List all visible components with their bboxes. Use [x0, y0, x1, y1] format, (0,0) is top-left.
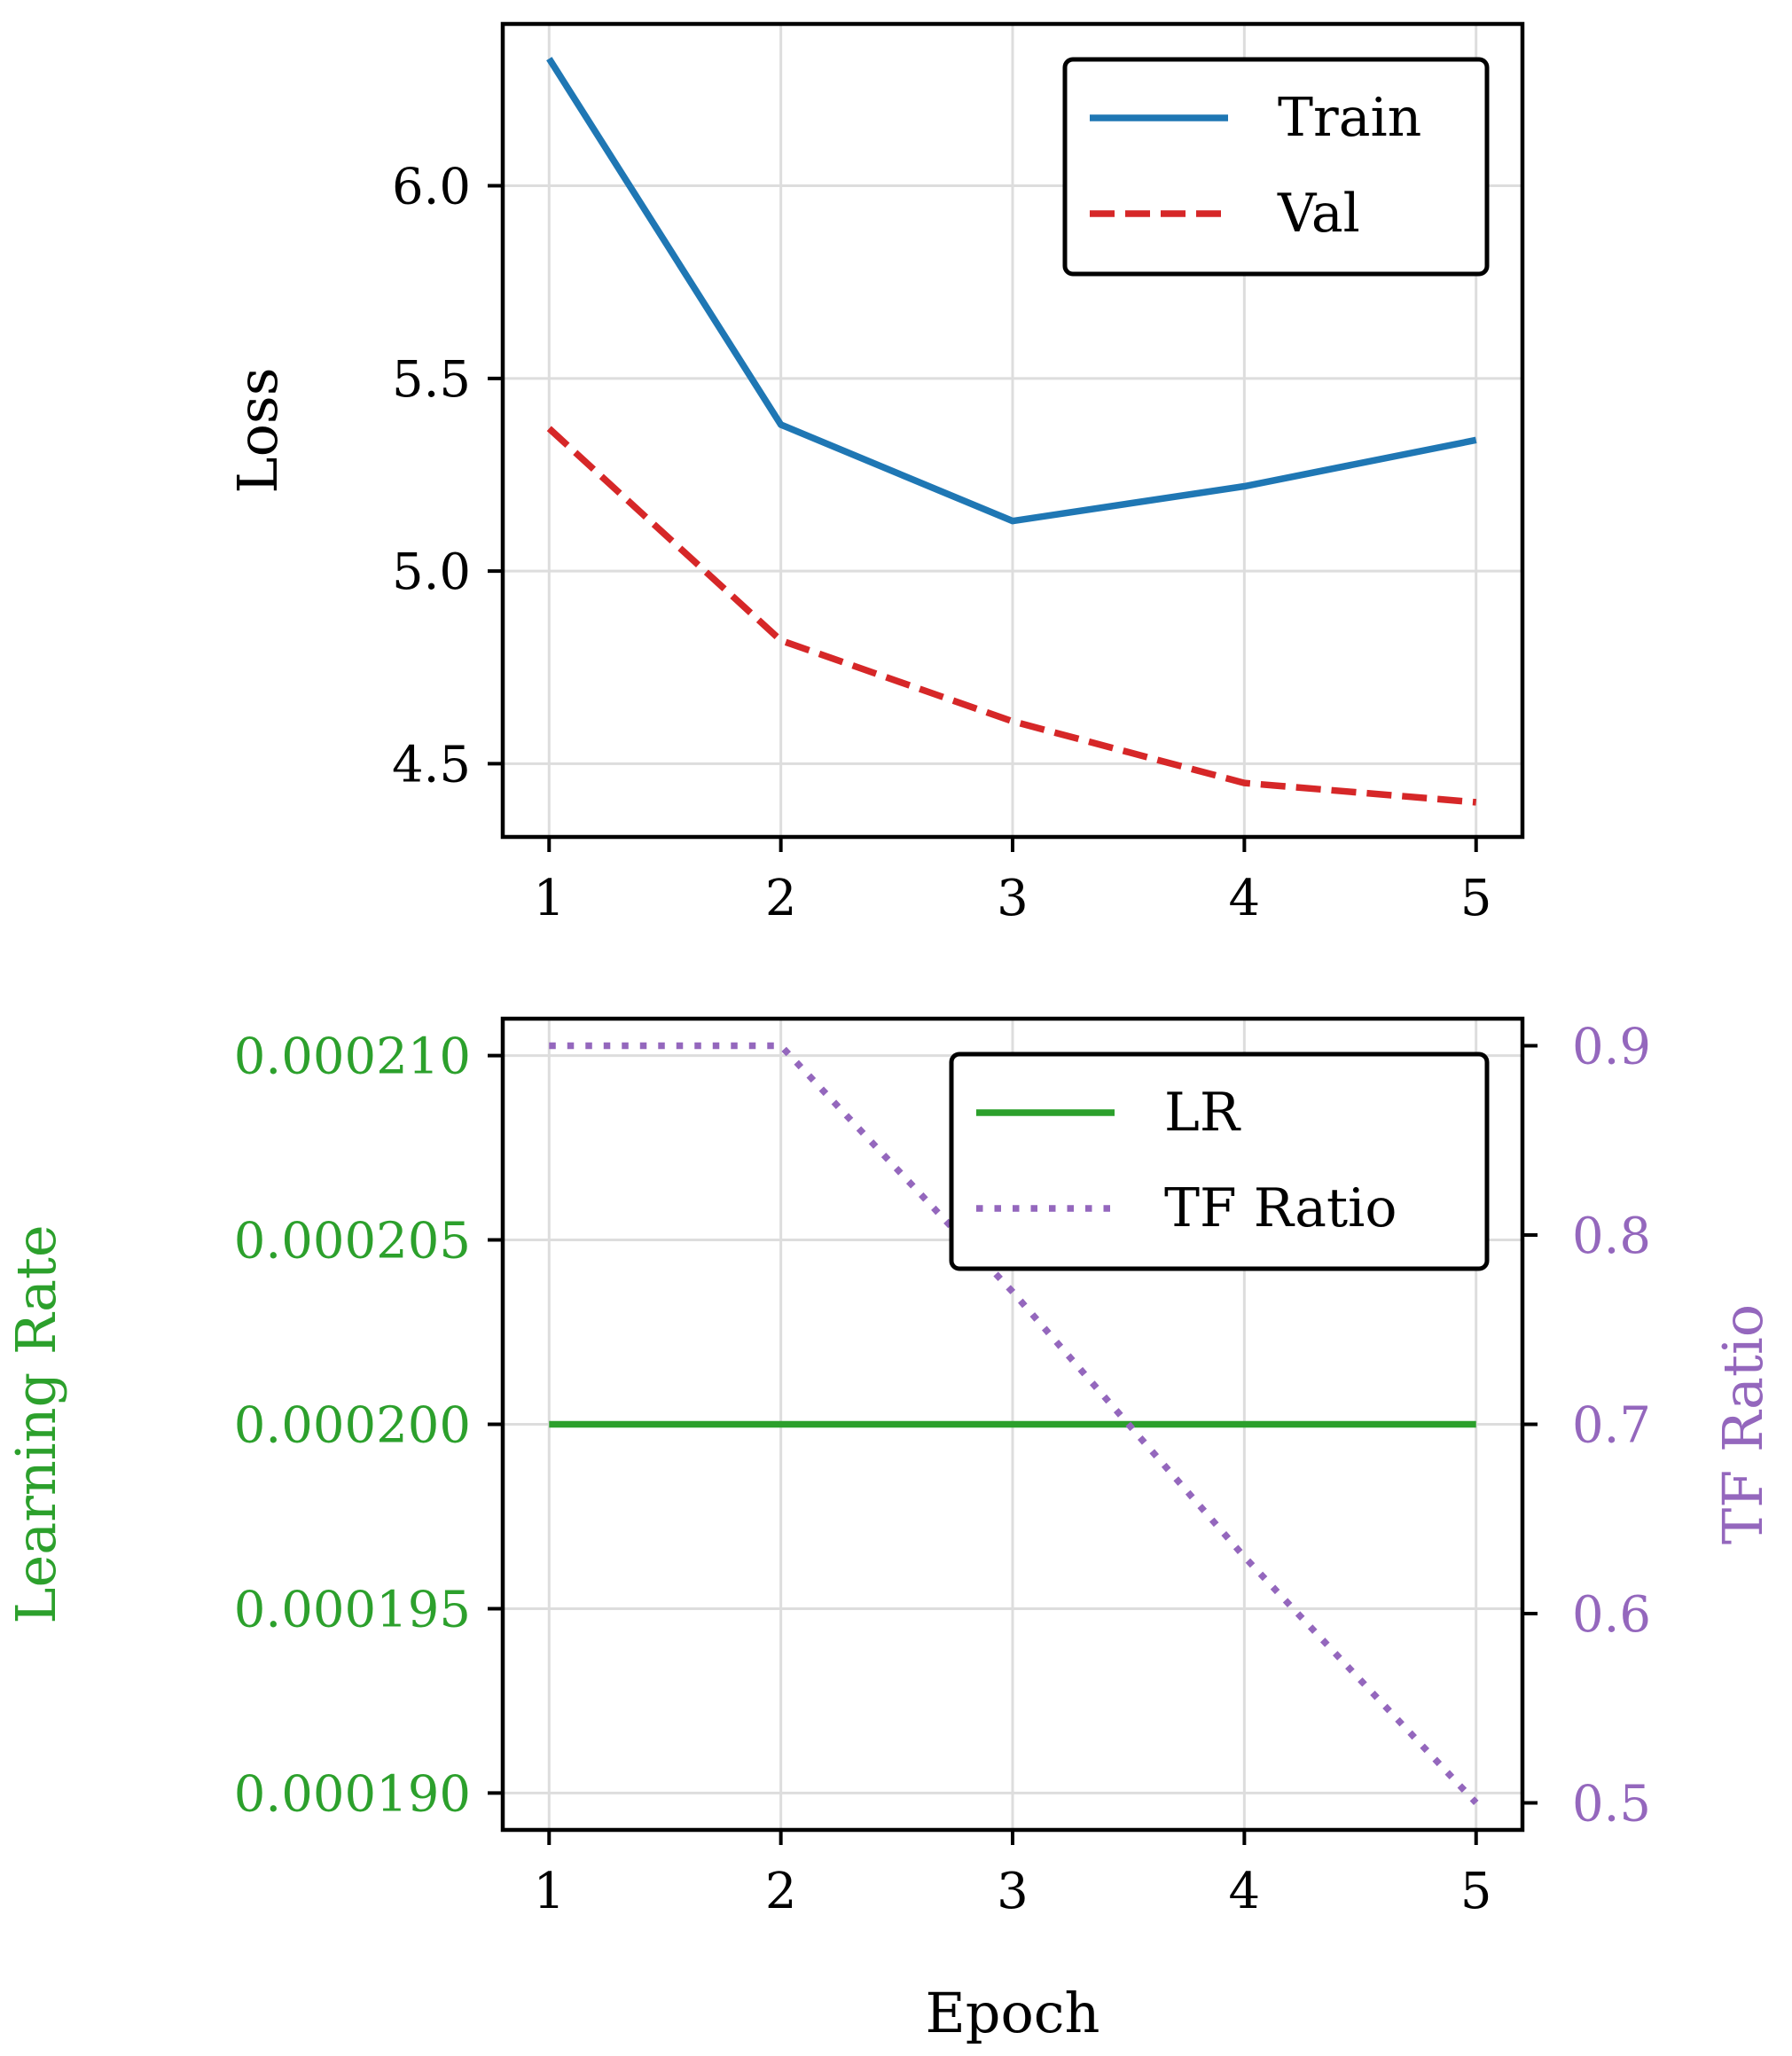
- legend: LR TF Ratio: [949, 1051, 1490, 1271]
- legend-label: TF Ratio: [1164, 1177, 1397, 1239]
- y-tick-label: 0.000205: [234, 1213, 471, 1270]
- legend-box: [949, 1051, 1490, 1271]
- x-axis-label: Epoch: [926, 1981, 1100, 2045]
- y2-tick-label: 0.7: [1572, 1397, 1651, 1455]
- chart-panel-1: 1 2 3 4 5 4.5 5.0 5.5 6.0 Loss Train Val: [225, 21, 1525, 927]
- x-tick-label: 1: [533, 870, 565, 927]
- series-line-train: [546, 57, 1477, 525]
- y-tick-label: 0.000210: [234, 1028, 471, 1086]
- x-tick-label: 3: [997, 870, 1029, 927]
- y-tick-label: 0.000200: [234, 1397, 471, 1455]
- y-tick-label: 0.000195: [234, 1581, 471, 1638]
- legend-label: Val: [1277, 183, 1360, 245]
- y-tick-label: 5.0: [392, 543, 471, 601]
- legend-label: Train: [1278, 87, 1421, 149]
- y2-tick-label: 0.9: [1572, 1019, 1651, 1076]
- legend-label: LR: [1164, 1082, 1241, 1144]
- chart-panel-2: 1 2 3 4 5 0.000190 0.000195 0.000200 0.000205 0.0…: [4, 1016, 1775, 2045]
- series-line-tf-ratio: [549, 1042, 1479, 1806]
- y2-tick-label: 0.6: [1572, 1586, 1651, 1644]
- y2-tick-label: 0.8: [1572, 1208, 1651, 1265]
- y-axis-label: Learning Rate: [4, 1224, 68, 1623]
- x-tick-label: 2: [765, 1863, 797, 1920]
- x-tick-label: 5: [1460, 870, 1492, 927]
- y-tick-label: 0.000190: [234, 1765, 471, 1823]
- legend: Train Val: [1062, 57, 1490, 277]
- x-tick-label: 2: [765, 870, 797, 927]
- x-tick-label: 4: [1229, 870, 1261, 927]
- y-tick-label: 6.0: [392, 159, 471, 216]
- x-tick-label: 3: [997, 1863, 1029, 1920]
- x-tick-label: 5: [1460, 1863, 1492, 1920]
- x-tick-label: 1: [533, 1863, 565, 1920]
- x-tick-label: 4: [1229, 1863, 1261, 1920]
- y-tick-label: 4.5: [392, 736, 471, 793]
- y-axis-label: Loss: [225, 367, 290, 493]
- y-tick-label: 5.5: [392, 351, 471, 409]
- legend-box: [1062, 57, 1490, 277]
- y2-axis-label: TF Ratio: [1710, 1304, 1775, 1544]
- y2-tick-label: 0.5: [1572, 1775, 1651, 1833]
